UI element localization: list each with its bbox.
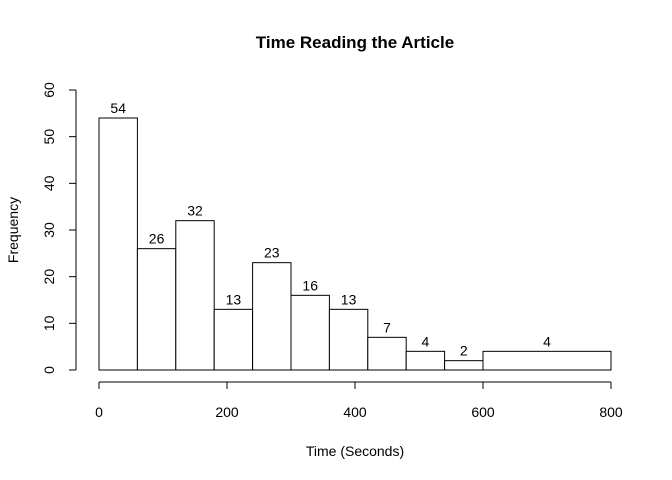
bar-value-label: 54	[110, 100, 126, 116]
bar-value-label: 23	[264, 245, 280, 261]
bar-value-label: 13	[341, 291, 357, 307]
histogram-bar	[367, 336, 407, 371]
bar-value-label: 32	[187, 203, 203, 219]
chart-title: Time Reading the Article	[256, 33, 454, 52]
histogram-bar	[213, 308, 254, 371]
histogram-bar	[444, 360, 484, 371]
histogram-bar	[405, 350, 446, 371]
x-tick-label: 600	[471, 404, 495, 420]
y-tick-label: 40	[41, 175, 57, 191]
y-tick-label: 10	[41, 315, 57, 331]
y-tick-label: 60	[41, 82, 57, 98]
histogram-bar	[175, 220, 215, 371]
x-tick-label: 400	[343, 404, 367, 420]
x-tick-label: 800	[599, 404, 623, 420]
y-tick-label: 30	[41, 222, 57, 238]
bar-value-label: 16	[302, 277, 318, 293]
y-axis-label: Frequency	[5, 197, 21, 263]
bar-value-label: 4	[422, 333, 430, 349]
y-tick-label: 50	[41, 129, 57, 145]
x-tick-label: 200	[215, 404, 239, 420]
x-axis: 0 200 400 600 800	[95, 381, 623, 420]
x-axis-label: Time (Seconds)	[306, 443, 404, 459]
bar-value-label: 7	[383, 319, 391, 335]
y-axis: 0 10 20 30 40 50 60	[41, 82, 77, 374]
histogram-bar	[252, 262, 292, 371]
bar-value-label: 2	[460, 343, 468, 359]
histogram-bar	[98, 117, 138, 371]
histogram-bar	[482, 350, 612, 371]
histogram-bar	[136, 248, 177, 371]
bar-value-label: 4	[543, 333, 551, 349]
histogram-bar	[328, 308, 369, 371]
bars-group: 54 26 32 13 23 16 13 7 4 2 4	[98, 100, 612, 371]
bar-value-label: 13	[226, 291, 242, 307]
y-tick-label: 20	[41, 269, 57, 285]
histogram-bar	[290, 294, 330, 371]
y-tick-label: 0	[41, 366, 57, 374]
x-tick-label: 0	[95, 404, 103, 420]
bar-value-label: 26	[149, 231, 165, 247]
